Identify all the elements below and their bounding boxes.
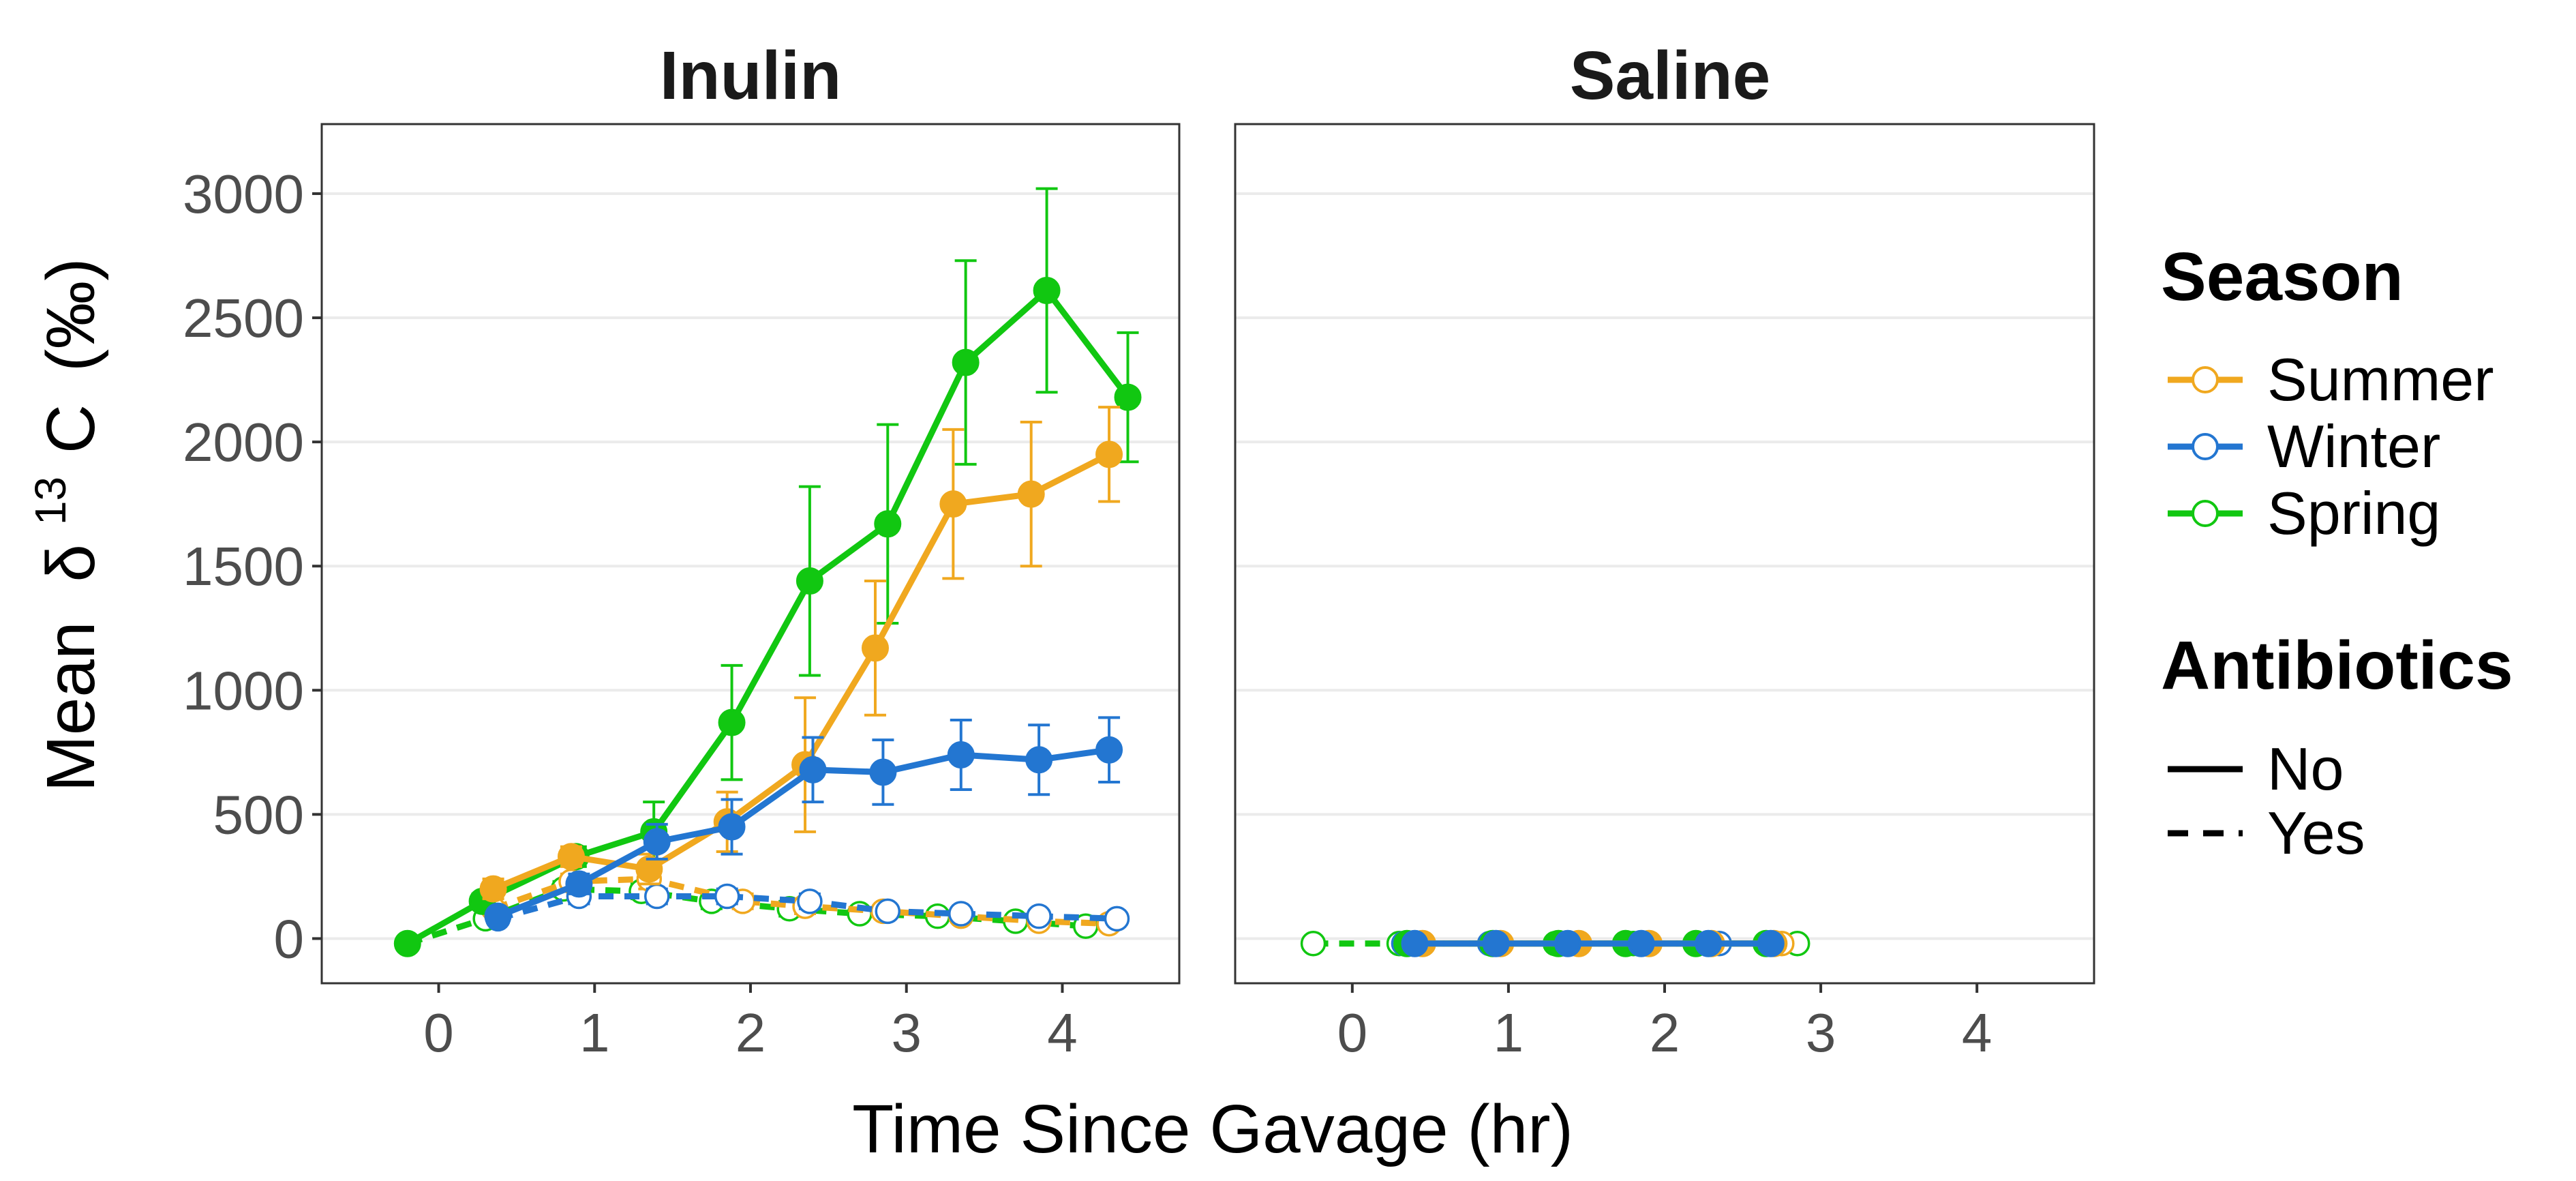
x-tick-label: 2 — [736, 1002, 766, 1063]
data-point — [875, 898, 901, 925]
series-summer-abx-no — [479, 406, 1123, 903]
data-point — [479, 875, 507, 903]
y-axis-title: Mean δ 13 C (‰) — [4, 258, 109, 792]
data-point — [1695, 929, 1723, 957]
series-spring-abx-no — [393, 187, 1142, 957]
data-point — [797, 888, 823, 914]
data-point — [948, 901, 974, 927]
data-point — [874, 510, 902, 538]
y-axis: 0 500 1000 1500 2000 2500 3000 — [183, 164, 322, 969]
series-line — [491, 451, 1111, 892]
data-point — [795, 567, 823, 595]
data-point — [1482, 929, 1510, 957]
data-point — [714, 883, 740, 910]
x-tick-label: 4 — [1047, 1002, 1078, 1063]
panel-border — [1234, 123, 2095, 985]
legend-label: Spring — [2267, 479, 2440, 547]
legend-key-marker — [2192, 433, 2219, 460]
data-point — [861, 634, 889, 662]
series-winter-abx-no — [1401, 929, 1785, 957]
x-tick-label: 1 — [1494, 1002, 1524, 1063]
x-tick-label: 0 — [423, 1002, 454, 1063]
y-axis-title-unit: (‰) — [33, 258, 109, 372]
data-point — [718, 813, 746, 841]
data-point — [1554, 929, 1581, 957]
data-point — [1095, 440, 1123, 468]
legend-label: Winter — [2267, 413, 2440, 480]
data-point — [644, 883, 670, 910]
data-point — [1033, 276, 1061, 304]
data-point — [1401, 929, 1429, 957]
data-point — [1095, 736, 1123, 764]
data-point — [1300, 930, 1327, 957]
y-axis-title-superscript: 13 — [26, 477, 75, 525]
data-point — [718, 708, 746, 736]
data-point — [1757, 929, 1785, 957]
legend-item-summer: Summer — [2168, 346, 2494, 413]
x-tick-label: 0 — [1337, 1002, 1368, 1063]
series-line — [406, 287, 1131, 946]
x-tick-label: 2 — [1650, 1002, 1680, 1063]
x-tick-label: 4 — [1962, 1002, 1992, 1063]
y-axis-title-element: C — [33, 404, 109, 453]
data-point — [1017, 480, 1045, 508]
data-point — [952, 348, 980, 376]
x-tick-label: 3 — [1806, 1002, 1836, 1063]
data-point — [565, 870, 593, 898]
data-point — [393, 929, 421, 957]
legend-item-winter: Winter — [2168, 413, 2440, 480]
data-point — [1627, 929, 1655, 957]
x-tick-label: 1 — [579, 1002, 610, 1063]
y-tick-label: 2000 — [183, 412, 304, 473]
data-point — [1026, 903, 1052, 929]
data-point — [869, 758, 897, 786]
data-point — [1104, 906, 1130, 932]
data-point — [939, 490, 967, 518]
legend-key-marker — [2192, 366, 2219, 393]
y-tick-label: 1000 — [183, 660, 304, 721]
data-point — [1114, 383, 1142, 411]
legend-title-antibiotics: Antibiotics — [2161, 627, 2513, 704]
legend-item-abx-yes: Yes — [2168, 799, 2365, 867]
data-point — [643, 828, 671, 856]
data-point — [557, 843, 585, 871]
svg-text:Mean δ 13 C: Mean δ 13 C (‰) — [4, 258, 109, 792]
data-point — [484, 902, 512, 930]
x-tick-label: 3 — [891, 1002, 922, 1063]
legend-label: Summer — [2267, 346, 2494, 413]
panel-saline — [1234, 123, 2095, 985]
series-line — [406, 886, 1087, 947]
data-point — [635, 855, 663, 883]
panel-border — [320, 123, 1181, 985]
data-point — [947, 741, 975, 768]
y-tick-label: 500 — [213, 784, 304, 845]
legend-item-spring: Spring — [2168, 479, 2440, 547]
y-axis-title-prefix: Mean — [33, 621, 109, 792]
legend-item-abx-no: No — [2168, 735, 2344, 803]
y-axis-title-delta: δ — [33, 544, 109, 582]
facet-title-inulin: Inulin — [660, 38, 842, 114]
panel-inulin — [320, 123, 1181, 985]
y-tick-label: 1500 — [183, 536, 304, 597]
series-winter-abx-no — [484, 716, 1123, 930]
legend-label: Yes — [2267, 799, 2365, 867]
data-point — [799, 756, 827, 783]
legend-key-marker — [2192, 500, 2219, 527]
y-tick-label: 3000 — [183, 164, 304, 224]
x-axis: 0 1 2 3 4 0 1 2 3 4 — [423, 983, 1992, 1063]
y-tick-label: 0 — [274, 908, 305, 969]
legend-title-season: Season — [2161, 239, 2404, 315]
y-tick-label: 2500 — [183, 288, 304, 348]
legend-label: No — [2267, 735, 2344, 803]
data-point — [1025, 746, 1053, 774]
x-axis-title: Time Since Gavage (hr) — [852, 1091, 1573, 1167]
facet-title-saline: Saline — [1570, 38, 1771, 114]
